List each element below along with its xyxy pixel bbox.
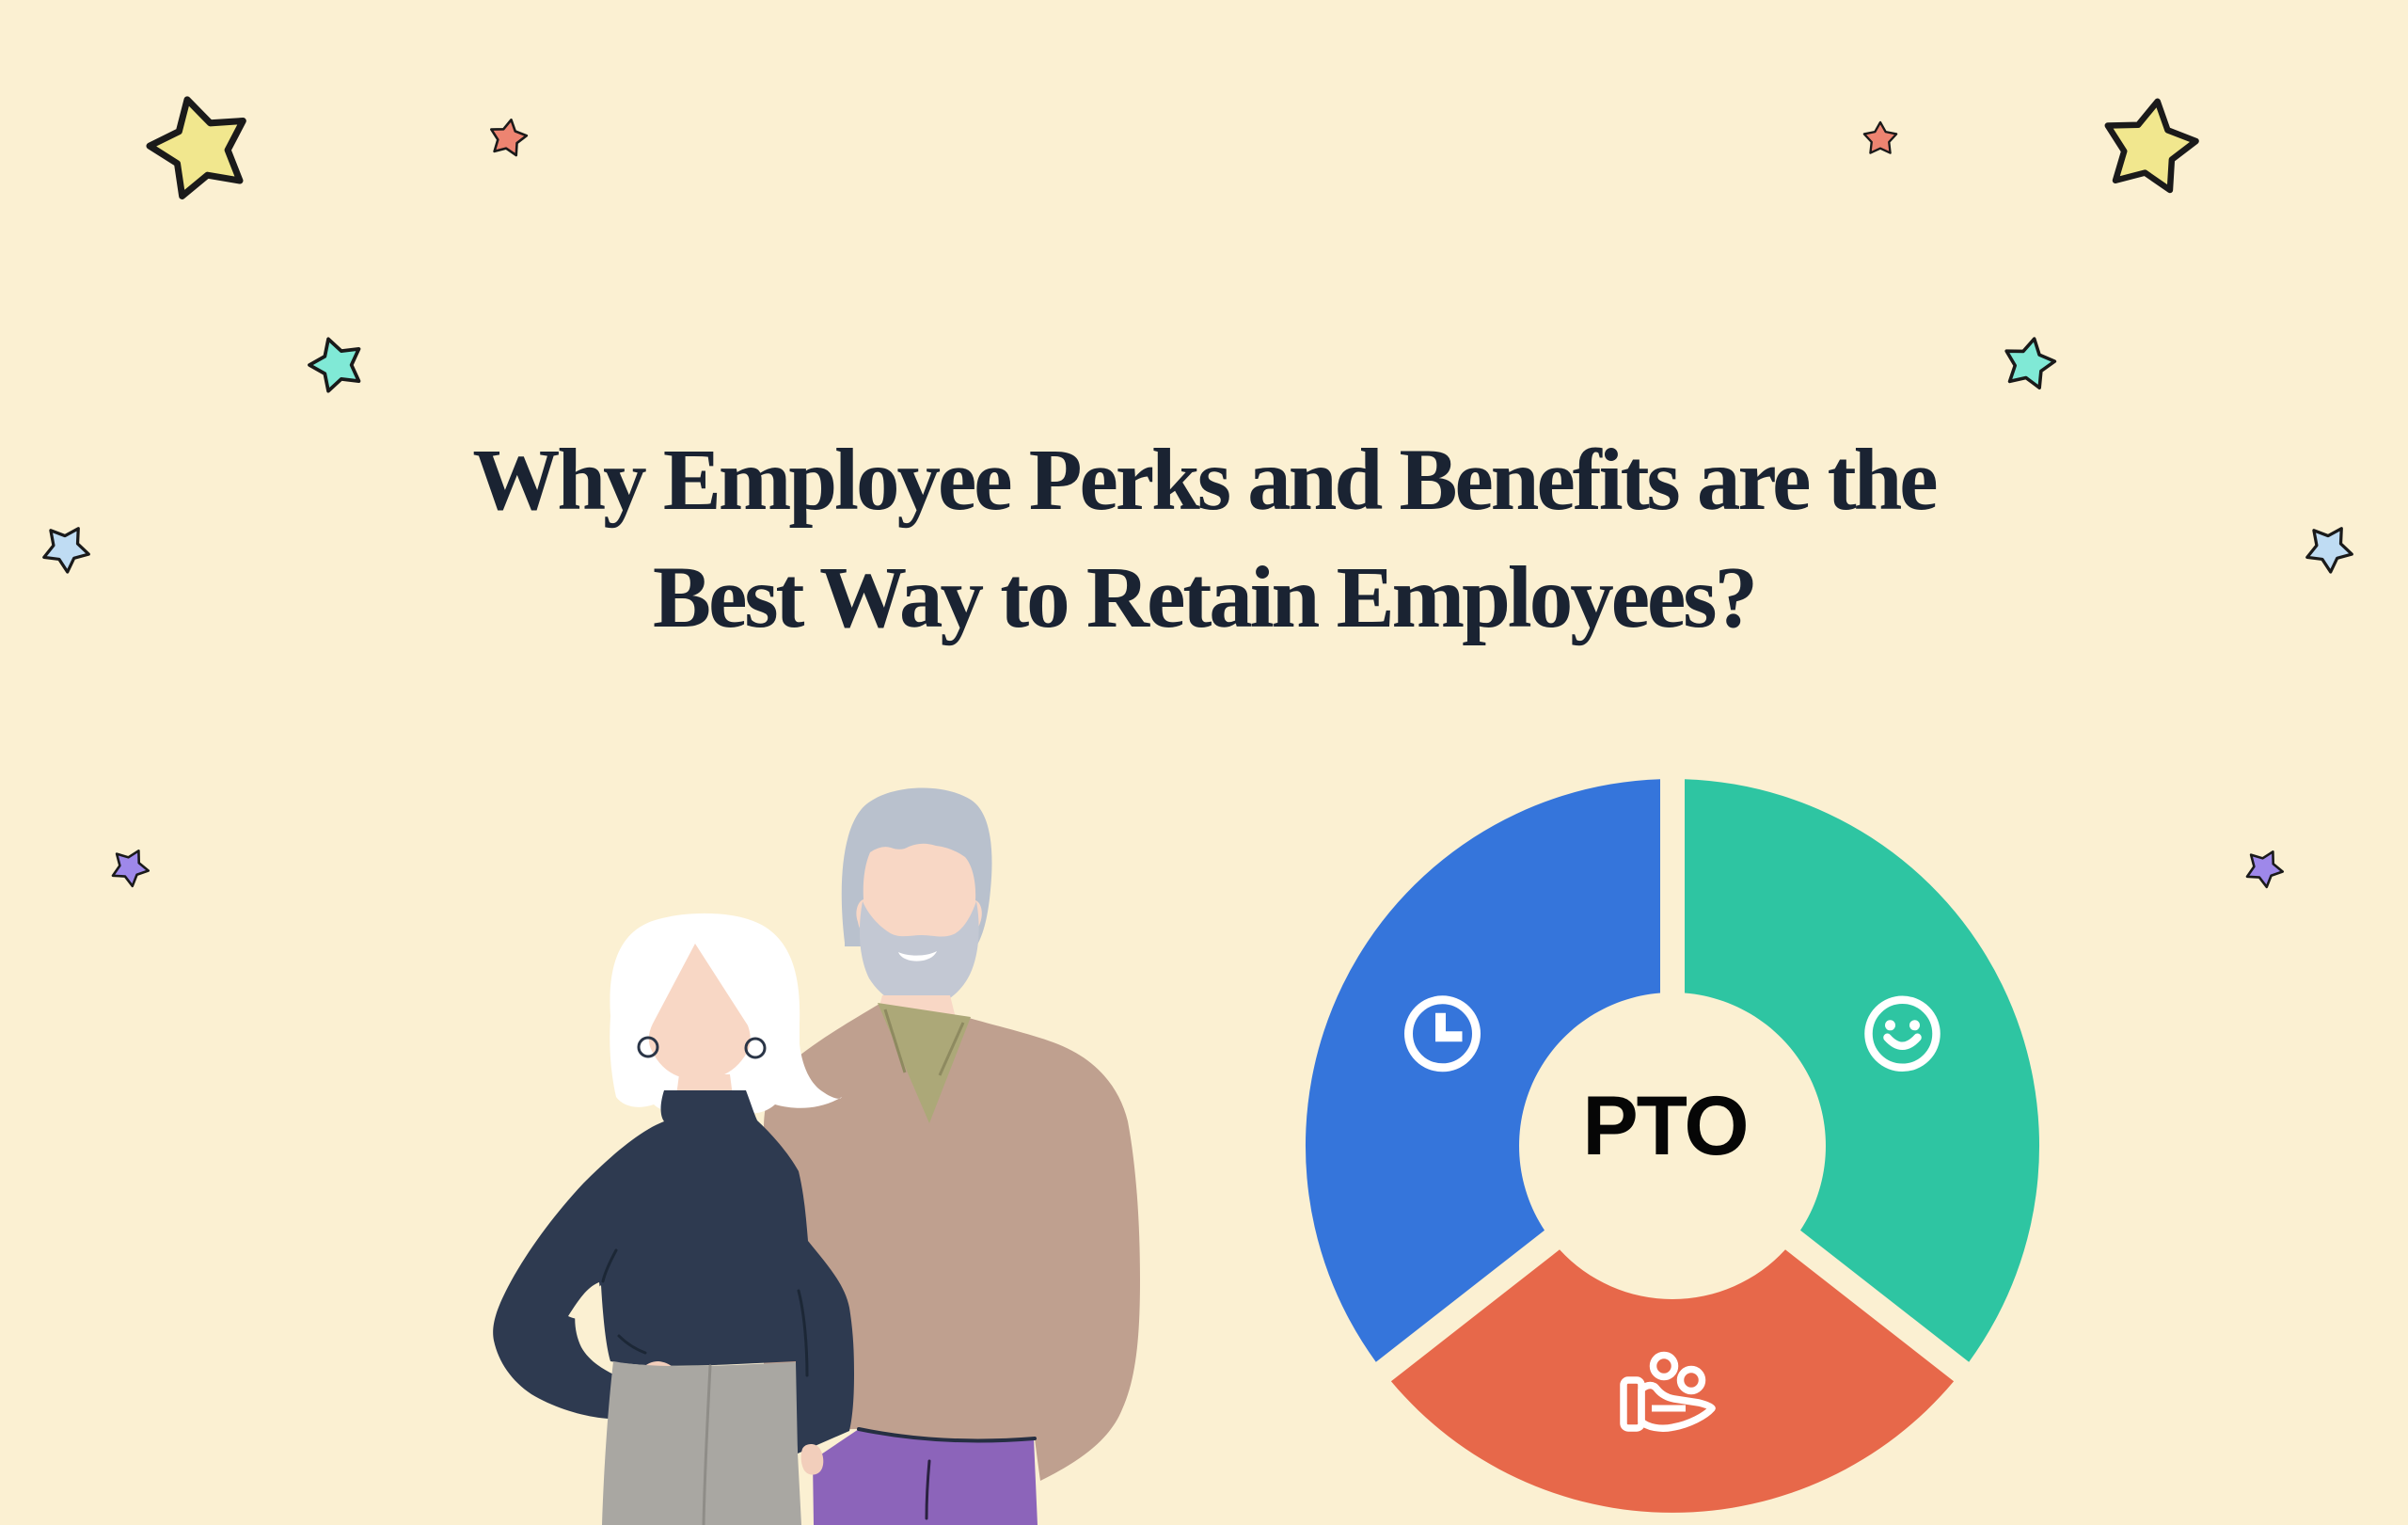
teal-star-left (308, 337, 361, 393)
man-smile (898, 951, 937, 961)
donut-slice-happiness (1685, 779, 2040, 1362)
donut-slice-compensation (1390, 1249, 1955, 1513)
woman-sweater-crease-elbow (601, 1248, 618, 1283)
pto-donut-chart: PTO (1305, 779, 2040, 1513)
man-shirt-collar-line-right (938, 1022, 965, 1076)
purple-star-right (2245, 850, 2285, 889)
woman-face (648, 944, 751, 1080)
man-shirt-vneck (878, 1003, 971, 1123)
man-sweater (764, 1004, 1140, 1481)
man-shirt-collar-line-left (883, 1009, 907, 1073)
woman-sweater (493, 1090, 854, 1454)
man-pants-crease (925, 1459, 931, 1520)
page-title: Why Employee Perks and Benefits are the … (0, 421, 2408, 657)
man-pants (813, 1429, 1038, 1525)
yellow-star-right (2104, 98, 2199, 194)
woman-hand-side (800, 1443, 824, 1475)
woman-sweater-crease-forearm (617, 1334, 647, 1355)
woman-pants (602, 1361, 801, 1525)
woman-figure (493, 913, 854, 1525)
yellow-star-left (146, 96, 246, 199)
purple-star-left (111, 850, 150, 888)
salmon-star-right (1862, 120, 1898, 154)
couple-illustration (493, 787, 1140, 1525)
teal-star-right (2004, 337, 2057, 389)
salmon-star-left (490, 119, 529, 157)
man-sweater-hem-line (857, 1427, 1037, 1443)
woman-earring-left (637, 1036, 659, 1058)
woman-pants-crease (702, 1364, 712, 1525)
page-title-line-1: Why Employee Perks and Benefits are the (472, 432, 1938, 529)
woman-sweater-crease-side (797, 1289, 809, 1377)
page-title-line-2: Best Way to Retain Employees? (653, 549, 1758, 646)
woman-earring-right (744, 1037, 767, 1059)
donut-center-label: PTO (1582, 1078, 1747, 1172)
man-figure (764, 787, 1140, 1525)
woman-armpit-gap (568, 1282, 603, 1320)
man-beard (859, 901, 979, 1009)
donut-slice-time (1305, 779, 1660, 1362)
